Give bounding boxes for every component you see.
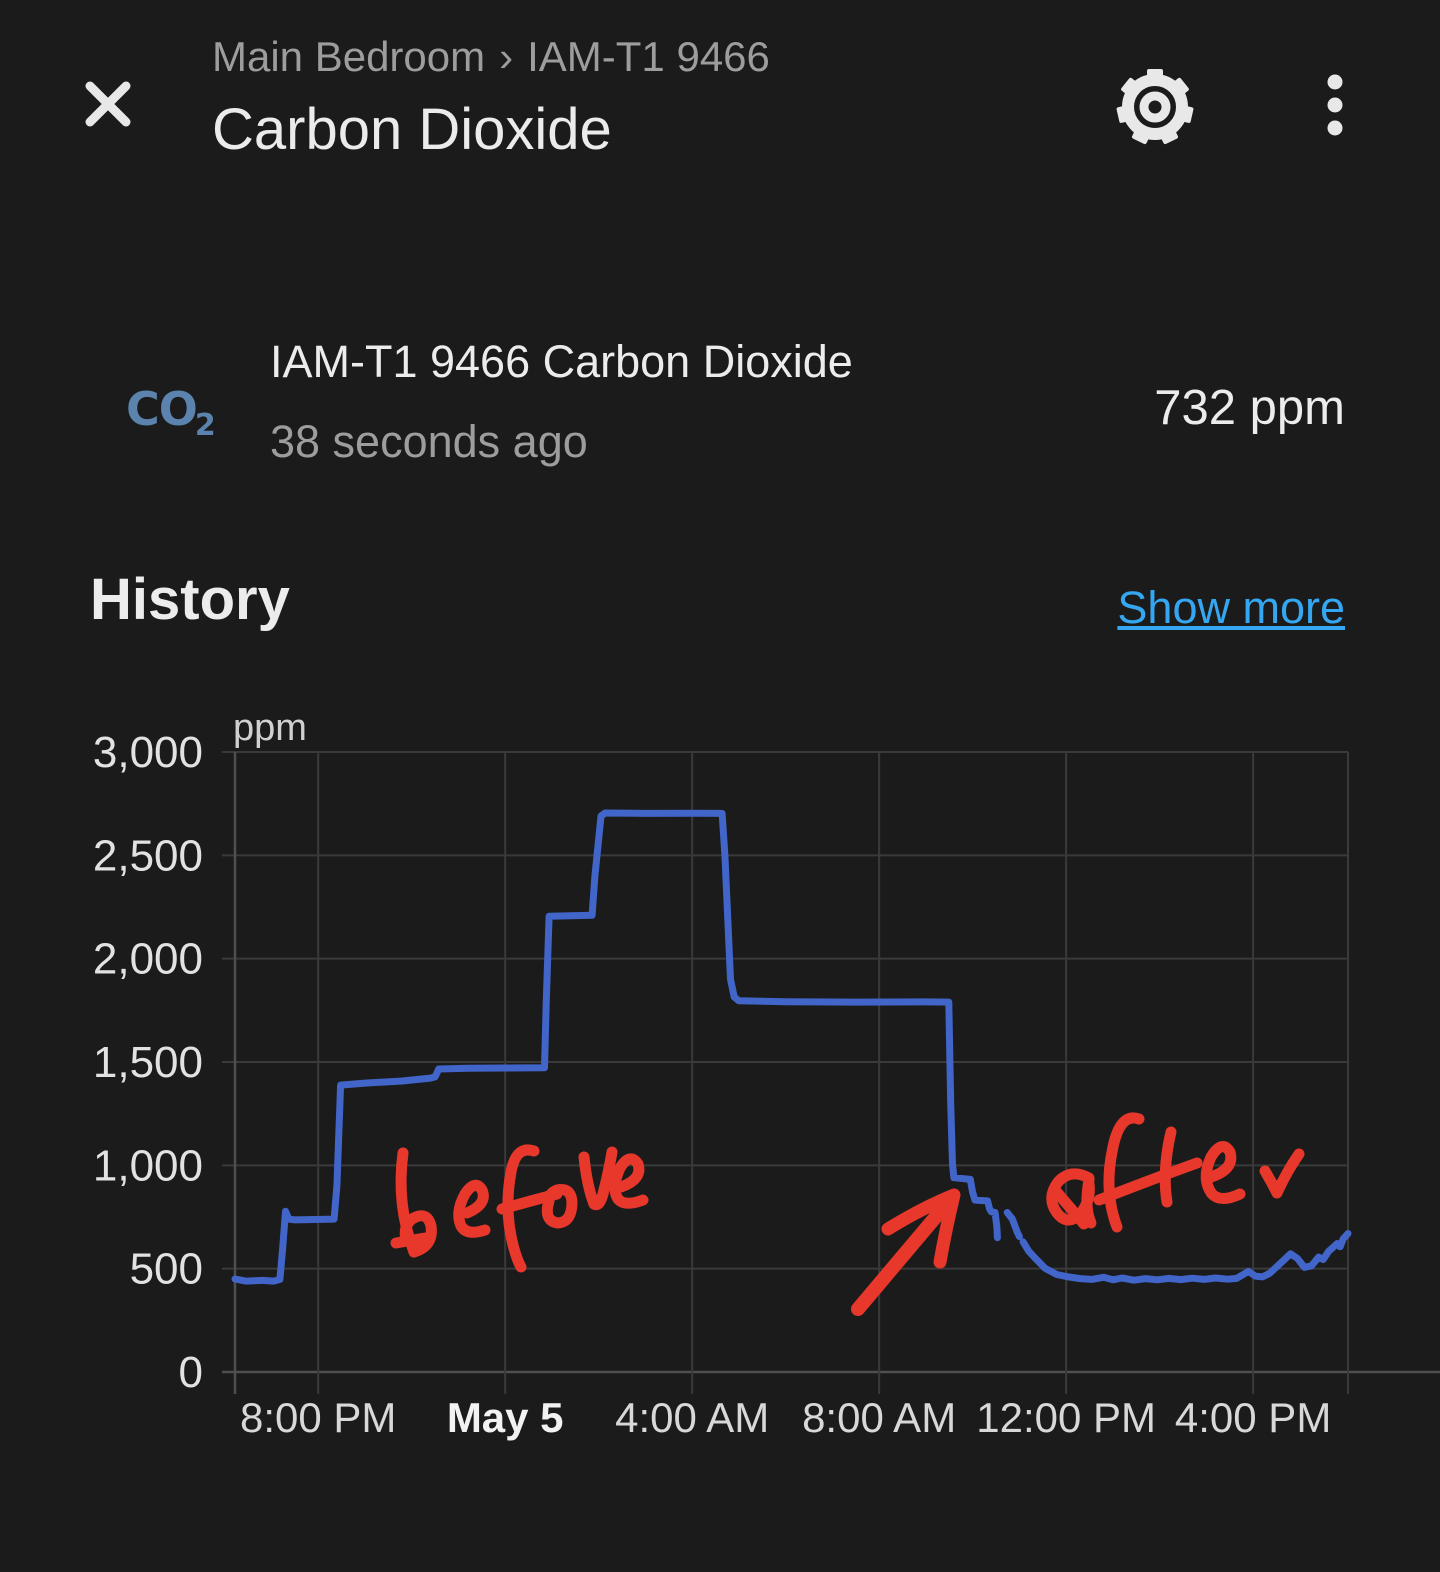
y-axis-tick-label: 2,000 <box>93 935 203 984</box>
breadcrumb-device: IAM-T1 9466 <box>527 33 770 80</box>
sensor-current-value: 732 ppm <box>1154 381 1345 435</box>
sensor-last-updated: 38 seconds ago <box>270 416 588 467</box>
y-axis-tick-label: 500 <box>130 1245 203 1294</box>
close-icon[interactable] <box>76 72 140 136</box>
page-title: Carbon Dioxide <box>212 97 612 162</box>
breadcrumb-location: Main Bedroom <box>212 33 486 80</box>
y-axis-unit-label: ppm <box>233 707 307 749</box>
y-axis-tick-label: 1,000 <box>93 1141 203 1190</box>
breadcrumb-separator-icon: › <box>499 33 514 80</box>
y-axis-tick-label: 2,500 <box>93 831 203 880</box>
hand-drawn-annotations <box>390 1112 1305 1316</box>
x-axis-tick-label: 12:00 PM <box>976 1394 1156 1441</box>
annotation-after-handwriting <box>1046 1112 1305 1233</box>
overflow-menu-icon[interactable] <box>1316 70 1354 140</box>
gear-icon[interactable] <box>1115 67 1195 147</box>
co2-molecule-icon: CO2 <box>126 382 216 443</box>
annotation-arrow <box>851 1188 961 1316</box>
breadcrumb: Main Bedroom › IAM-T1 9466 <box>212 33 770 81</box>
annotation-before-handwriting <box>390 1144 649 1273</box>
show-more-link[interactable]: Show more <box>1117 582 1345 633</box>
history-chart[interactable]: 0 500 1,000 1,500 2,000 2,500 3,000 8:00 PM May … <box>0 690 1440 1572</box>
y-axis-tick-label: 3,000 <box>93 728 203 777</box>
x-axis-tick-label: 4:00 AM <box>615 1394 769 1441</box>
x-axis-tick-label: May 5 <box>447 1394 564 1441</box>
y-axis-tick-label: 1,500 <box>93 1038 203 1087</box>
co2-history-line <box>231 809 1352 1285</box>
x-axis-tick-label: 8:00 AM <box>802 1394 956 1441</box>
y-axis-tick-label: 0 <box>179 1348 203 1397</box>
history-heading: History <box>90 567 290 632</box>
sensor-name: IAM-T1 9466 Carbon Dioxide <box>270 336 853 387</box>
x-axis-tick-label: 8:00 PM <box>240 1394 396 1441</box>
chart-generated-layers: 0 500 1,000 1,500 2,000 2,500 3,000 8:00 PM May … <box>93 707 1440 1441</box>
x-axis-tick-label: 4:00 PM <box>1175 1394 1331 1441</box>
